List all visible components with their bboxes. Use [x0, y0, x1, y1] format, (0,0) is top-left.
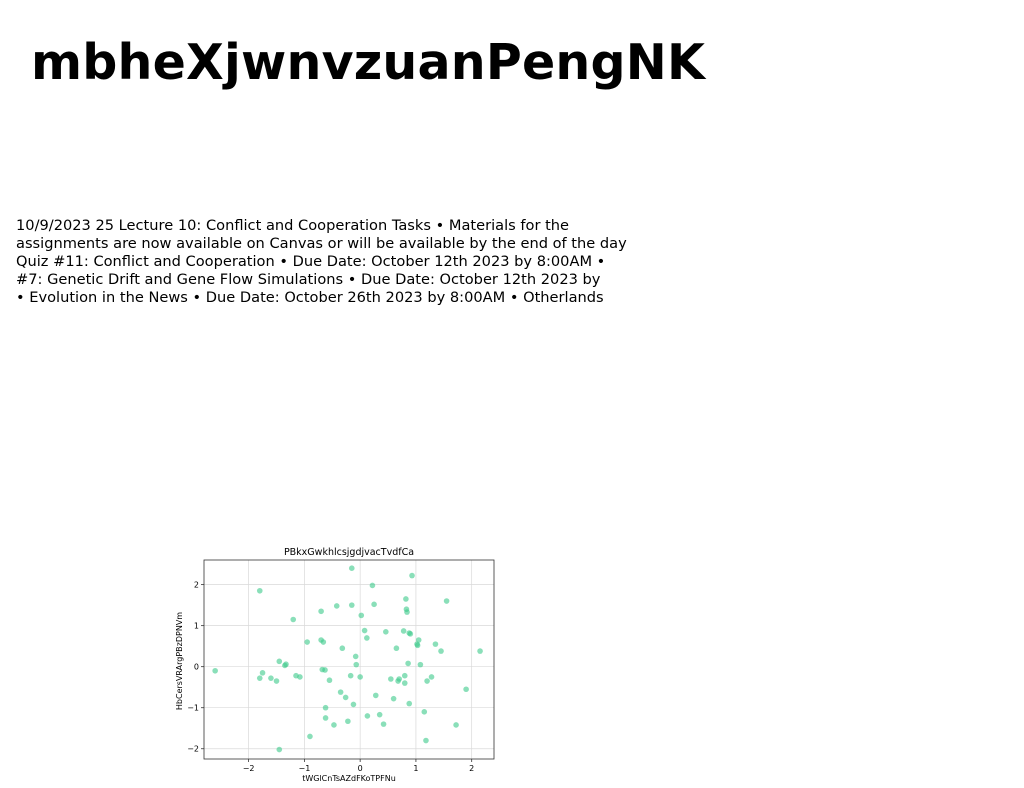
data-point: [364, 713, 371, 719]
y-tick-label: −1: [187, 704, 199, 713]
data-point: [337, 689, 344, 695]
data-point: [383, 629, 389, 635]
axis-ticks: −2 −1 0 1 2 −2 −1 0 1 2: [187, 581, 474, 773]
data-point: [256, 675, 263, 681]
data-point: [276, 658, 283, 665]
data-points: [212, 565, 483, 753]
body-line: Quiz #11: Conflict and Cooperation • Due…: [16, 253, 606, 270]
body-line: 10/9/2023 25 Lecture 10: Conflict and Co…: [16, 217, 570, 234]
data-point: [326, 677, 333, 684]
chart-grid: [204, 560, 494, 759]
data-point: [212, 667, 218, 674]
data-point: [417, 661, 424, 668]
y-tick-label: 1: [194, 622, 199, 631]
data-point: [276, 746, 283, 753]
data-point: [318, 608, 324, 615]
data-point: [388, 676, 394, 682]
data-point: [339, 645, 346, 652]
data-point: [297, 674, 303, 680]
data-point: [401, 680, 408, 686]
plot-frame: [203, 559, 495, 760]
x-axis-label: tWGlCnTsAZdFKoTPFNu: [302, 774, 396, 783]
data-point: [256, 587, 263, 594]
data-point: [322, 715, 329, 721]
data-point: [380, 721, 387, 727]
y-tick-label: 2: [194, 581, 199, 590]
data-point: [414, 642, 421, 649]
document-title: mbheXjwnvzuanPengNK: [31, 34, 706, 91]
data-point: [322, 667, 328, 673]
data-point: [273, 678, 280, 684]
data-point: [372, 692, 379, 699]
chart-title: PBkxGwkhlcsjgdjvacTvdfCa: [284, 547, 414, 558]
data-point: [350, 701, 357, 708]
data-point: [290, 616, 297, 623]
data-point: [358, 612, 365, 619]
data-point: [409, 572, 415, 579]
data-point: [390, 695, 397, 702]
data-point: [401, 672, 408, 679]
x-tick-label: 1: [413, 764, 418, 773]
data-point: [345, 718, 351, 725]
data-point: [357, 674, 363, 680]
y-tick-label: 0: [194, 663, 199, 672]
data-point: [404, 609, 410, 615]
data-point: [403, 596, 409, 602]
data-point: [396, 676, 402, 682]
x-tick-label: 0: [358, 764, 363, 773]
data-point: [424, 678, 430, 684]
data-point: [406, 700, 413, 707]
data-point: [322, 704, 329, 711]
y-tick-label: −2: [187, 745, 199, 754]
data-point: [348, 565, 355, 572]
x-tick-label: −2: [243, 764, 255, 773]
data-point: [259, 670, 266, 676]
data-point: [443, 598, 450, 604]
data-point: [407, 631, 414, 637]
data-point: [320, 639, 327, 645]
data-point: [304, 639, 310, 645]
data-point: [333, 603, 340, 609]
data-point: [347, 672, 354, 679]
data-point: [400, 628, 407, 634]
data-point: [352, 653, 359, 660]
data-point: [421, 709, 428, 715]
data-point: [453, 722, 459, 728]
scatter-chart: PBkxGwkhlcsjgdjvacTvdfCa −2 −1 0 1 2−2−1012 …: [175, 547, 495, 783]
data-point: [405, 660, 411, 667]
data-point: [369, 582, 376, 589]
data-point: [477, 648, 483, 654]
body-line: • Evolution in the News • Due Date: Octo…: [16, 289, 604, 306]
body-line: #7: Genetic Drift and Gene Flow Simulati…: [16, 271, 601, 288]
data-point: [463, 686, 469, 693]
y-axis-label: HbCersVRArgPBzDPNVm: [175, 612, 184, 710]
data-point: [393, 645, 400, 652]
data-point: [376, 711, 383, 718]
body-line: assignments are now available on Canvas …: [16, 235, 627, 252]
data-point: [342, 694, 349, 701]
data-point: [361, 627, 368, 634]
x-tick-label: 2: [469, 764, 474, 773]
body-text: 10/9/2023 25 Lecture 10: Conflict and Co…: [16, 217, 627, 307]
data-point: [331, 722, 337, 728]
data-point: [371, 601, 377, 608]
data-point: [364, 635, 370, 641]
data-point: [432, 641, 439, 647]
data-point: [283, 661, 289, 668]
x-tick-label: −1: [298, 764, 310, 773]
data-point: [415, 637, 422, 643]
data-point: [438, 648, 444, 654]
data-point: [348, 602, 355, 608]
data-point: [353, 661, 360, 668]
data-point: [268, 675, 274, 681]
data-point: [423, 737, 429, 744]
data-point: [428, 674, 435, 680]
data-point: [307, 733, 313, 740]
